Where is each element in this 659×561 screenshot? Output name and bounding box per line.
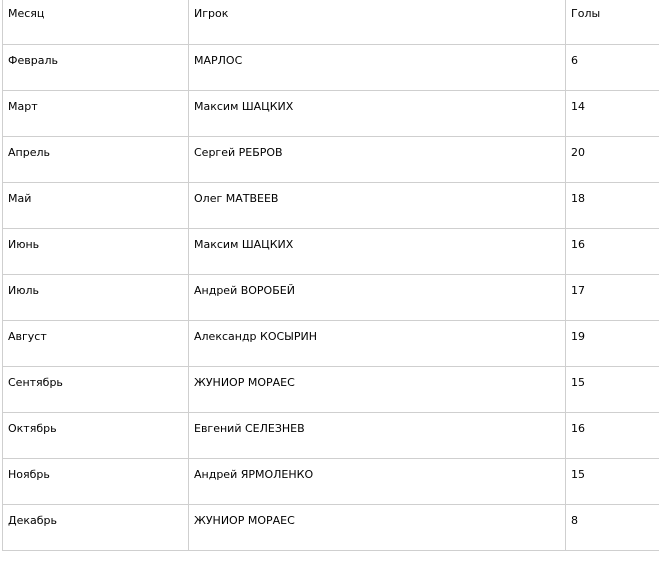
- cell-month: Май: [2, 181, 189, 229]
- header-goals: Голы: [565, 0, 659, 45]
- cell-month: Август: [2, 319, 189, 367]
- cell-goals: 20: [565, 135, 659, 183]
- table-row: Ноябрь Андрей ЯРМОЛЕНКО 15: [2, 457, 659, 505]
- cell-player: Евгений СЕЛЕЗНЕВ: [188, 411, 566, 459]
- cell-goals: 18: [565, 181, 659, 229]
- cell-month: Апрель: [2, 135, 189, 183]
- cell-goals: 14: [565, 89, 659, 137]
- cell-goals: 6: [565, 43, 659, 91]
- cell-month: Ноябрь: [2, 457, 189, 505]
- cell-goals: 8: [565, 503, 659, 551]
- cell-goals: 16: [565, 227, 659, 275]
- cell-month: Сентябрь: [2, 365, 189, 413]
- goals-table: Месяц Игрок Голы Февраль МАРЛОС 6 Март Макси…: [2, 0, 659, 551]
- cell-goals: 15: [565, 457, 659, 505]
- cell-month: Июнь: [2, 227, 189, 275]
- table-header-row: Месяц Игрок Голы: [2, 0, 659, 45]
- cell-player: Сергей РЕБРОВ: [188, 135, 566, 183]
- header-player: Игрок: [188, 0, 566, 45]
- table-row: Февраль МАРЛОС 6: [2, 43, 659, 91]
- table-row: Май Олег МАТВЕЕВ 18: [2, 181, 659, 229]
- cell-player: Александр КОСЫРИН: [188, 319, 566, 367]
- table-row: Июнь Максим ШАЦКИХ 16: [2, 227, 659, 275]
- cell-player: ЖУНИОР МОРАЕС: [188, 365, 566, 413]
- cell-player: Андрей ВОРОБЕЙ: [188, 273, 566, 321]
- cell-month: Октябрь: [2, 411, 189, 459]
- cell-player: Максим ШАЦКИХ: [188, 227, 566, 275]
- table-row: Март Максим ШАЦКИХ 14: [2, 89, 659, 137]
- table-row: Август Александр КОСЫРИН 19: [2, 319, 659, 367]
- cell-month: Июль: [2, 273, 189, 321]
- cell-month: Декабрь: [2, 503, 189, 551]
- cell-goals: 19: [565, 319, 659, 367]
- table-row: Сентябрь ЖУНИОР МОРАЕС 15: [2, 365, 659, 413]
- table-row: Декабрь ЖУНИОР МОРАЕС 8: [2, 503, 659, 551]
- cell-goals: 17: [565, 273, 659, 321]
- cell-month: Февраль: [2, 43, 189, 91]
- cell-player: МАРЛОС: [188, 43, 566, 91]
- table-row: Октябрь Евгений СЕЛЕЗНЕВ 16: [2, 411, 659, 459]
- cell-goals: 16: [565, 411, 659, 459]
- table-row: Апрель Сергей РЕБРОВ 20: [2, 135, 659, 183]
- table-row: Июль Андрей ВОРОБЕЙ 17: [2, 273, 659, 321]
- cell-player: Андрей ЯРМОЛЕНКО: [188, 457, 566, 505]
- cell-month: Март: [2, 89, 189, 137]
- cell-goals: 15: [565, 365, 659, 413]
- cell-player: Максим ШАЦКИХ: [188, 89, 566, 137]
- cell-player: ЖУНИОР МОРАЕС: [188, 503, 566, 551]
- cell-player: Олег МАТВЕЕВ: [188, 181, 566, 229]
- header-month: Месяц: [2, 0, 189, 45]
